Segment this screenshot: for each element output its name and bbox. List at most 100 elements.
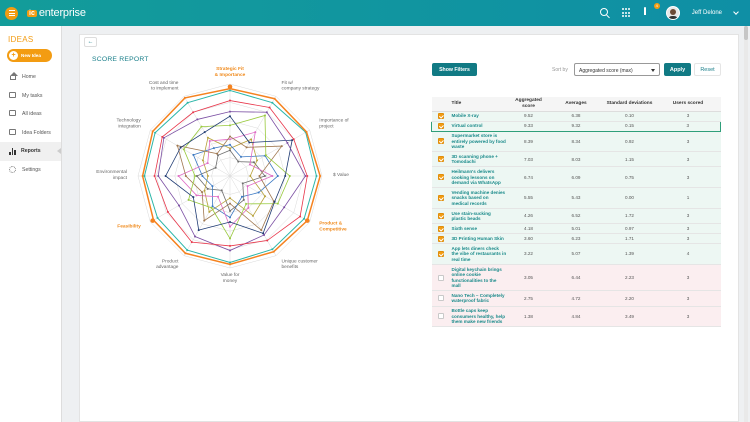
radar-point bbox=[241, 182, 244, 185]
back-button[interactable]: ← bbox=[84, 37, 97, 47]
table-row[interactable]: 3D Printing Human Skin 3.60 6.23 1.71 3 bbox=[431, 233, 721, 245]
title-cell[interactable]: Sixth sense bbox=[449, 223, 509, 235]
search-icon[interactable] bbox=[599, 8, 610, 18]
table-row[interactable]: Supermarket store is entirely powered by… bbox=[431, 131, 721, 153]
row-checkbox-cell[interactable] bbox=[431, 306, 450, 328]
title-cell[interactable]: Digital keychain brings online cookie fu… bbox=[449, 264, 509, 292]
avatar[interactable] bbox=[665, 6, 680, 20]
row-checkbox[interactable] bbox=[437, 113, 444, 119]
users-scored-cell: 3 bbox=[655, 306, 721, 328]
row-checkbox-cell[interactable] bbox=[431, 151, 450, 168]
title-cell[interactable]: Bottle caps keep consumers healthy, help… bbox=[449, 306, 509, 328]
show-filters-button[interactable]: Show Filters bbox=[432, 63, 477, 76]
row-checkbox[interactable] bbox=[437, 123, 444, 129]
row-checkbox[interactable] bbox=[437, 195, 444, 202]
row-checkbox-cell[interactable] bbox=[431, 208, 450, 225]
row-checkbox[interactable] bbox=[437, 138, 444, 145]
average-cell: 6.23 bbox=[548, 233, 604, 245]
row-checkbox-cell[interactable] bbox=[431, 290, 450, 307]
radar-point bbox=[276, 202, 279, 205]
axis-label: Product advantage bbox=[156, 258, 179, 270]
radar-point bbox=[206, 162, 209, 165]
row-checkbox[interactable] bbox=[437, 274, 444, 281]
radar-point bbox=[264, 154, 267, 157]
axis-spoke bbox=[229, 129, 310, 177]
chevron-down-icon[interactable] bbox=[733, 9, 739, 15]
users-scored-cell: 3 bbox=[655, 151, 721, 168]
title-cell[interactable]: Vending machine denies snacks based on m… bbox=[449, 187, 509, 210]
table-row[interactable]: Mobile X-ray 9.52 6.38 0.10 3 bbox=[431, 111, 721, 122]
sidebar-item-settings[interactable]: Settings bbox=[0, 161, 61, 180]
row-checkbox[interactable] bbox=[437, 251, 444, 258]
table-row[interactable]: Nano Tech – Completely waterproof fabric… bbox=[431, 290, 721, 307]
row-checkbox-cell[interactable] bbox=[431, 111, 450, 122]
sidebar-item-all-ideas[interactable]: All ideas bbox=[0, 105, 61, 124]
row-checkbox-cell[interactable] bbox=[431, 120, 450, 132]
table-row[interactable]: Digital keychain brings online cookie fu… bbox=[431, 264, 721, 292]
table-row[interactable]: App lets diners check the vibe of restau… bbox=[431, 243, 721, 265]
column-header-aggregated-score[interactable]: Aggregated score bbox=[508, 97, 549, 112]
sidebar-item-my-tasks[interactable]: My tasks bbox=[0, 87, 61, 106]
title-cell[interactable]: 3D Printing Human Skin bbox=[449, 233, 509, 245]
row-checkbox-cell[interactable] bbox=[431, 131, 450, 153]
sort-select[interactable]: Aggregated score (max) bbox=[574, 63, 660, 76]
radar-point bbox=[153, 175, 156, 177]
user-name[interactable]: Jeff Delone bbox=[691, 10, 722, 16]
row-checkbox-cell[interactable] bbox=[431, 223, 450, 235]
table-row[interactable]: Heilmann's delivers cooking lessons on d… bbox=[431, 166, 721, 189]
title-cell[interactable]: Mobile X-ray bbox=[449, 111, 509, 122]
row-checkbox[interactable] bbox=[437, 156, 444, 163]
radar-point bbox=[248, 163, 251, 166]
apps-grid-icon[interactable] bbox=[621, 8, 632, 18]
sidebar-item-idea-folders[interactable]: Idea Folders bbox=[0, 124, 61, 143]
column-header-users-scored[interactable]: Users scored bbox=[655, 97, 721, 112]
title-cell[interactable]: 3D scanning phone + Tomodachi bbox=[449, 151, 509, 168]
row-checkbox-cell[interactable] bbox=[431, 243, 450, 265]
title-cell[interactable]: Heilmann's delivers cooking lessons on d… bbox=[449, 166, 509, 189]
sidebar-item-home[interactable]: Home bbox=[0, 68, 61, 87]
table-row[interactable]: 3D scanning phone + Tomodachi 7.03 8.03 1.1… bbox=[431, 151, 721, 168]
new-idea-button[interactable]: + New Idea bbox=[7, 49, 52, 62]
table-row[interactable]: Vending machine denies snacks based on m… bbox=[431, 187, 721, 210]
row-checkbox-cell[interactable] bbox=[431, 264, 450, 292]
row-checkbox-cell[interactable] bbox=[431, 187, 450, 210]
reset-button[interactable]: Reset bbox=[694, 63, 721, 76]
title-cell[interactable]: App lets diners check the vibe of restau… bbox=[449, 243, 509, 265]
title-cell[interactable]: Nano Tech – Completely waterproof fabric bbox=[449, 290, 509, 307]
hamburger-menu-icon[interactable] bbox=[5, 6, 18, 20]
page-scrollbar[interactable] bbox=[744, 26, 748, 422]
radar-point bbox=[201, 159, 204, 162]
column-header-title[interactable]: Title bbox=[449, 97, 509, 112]
apply-button[interactable]: Apply bbox=[664, 63, 691, 76]
row-checkbox-cell[interactable] bbox=[431, 166, 450, 189]
axis-label: Environmental impact bbox=[96, 169, 127, 181]
row-checkbox[interactable] bbox=[437, 295, 444, 302]
column-header-averages[interactable]: Averages bbox=[548, 97, 604, 112]
table-row[interactable]: Virtual control 9.33 9.32 0.15 3 bbox=[431, 120, 721, 132]
top-bar: ic enterprise 4 Jeff Delone bbox=[0, 0, 750, 26]
row-checkbox-cell[interactable] bbox=[431, 233, 450, 245]
radar-point bbox=[229, 124, 231, 127]
row-checkbox[interactable] bbox=[437, 225, 444, 232]
row-checkbox[interactable] bbox=[437, 235, 444, 242]
column-header-standard-deviations[interactable]: Standard deviations bbox=[603, 97, 656, 112]
new-idea-label: New Idea bbox=[21, 53, 41, 58]
app-logo[interactable]: ic enterprise bbox=[27, 7, 86, 19]
radar-point bbox=[266, 239, 269, 242]
row-checkbox[interactable] bbox=[437, 174, 444, 181]
table-row[interactable]: Sixth sense 4.18 5.01 0.97 3 bbox=[431, 223, 721, 235]
row-checkbox[interactable] bbox=[437, 313, 444, 320]
row-checkbox[interactable] bbox=[437, 213, 444, 220]
radar-point bbox=[229, 110, 231, 113]
radar-point bbox=[143, 175, 146, 177]
logo-mark: ic bbox=[27, 9, 37, 17]
title-cell[interactable]: Use stain-sucking plastic beads bbox=[449, 208, 509, 225]
title-cell[interactable]: Supermarket store is entirely powered by… bbox=[449, 131, 509, 153]
table-row[interactable]: Use stain-sucking plastic beads 4.26 6.52 1… bbox=[431, 208, 721, 225]
title-cell[interactable]: Virtual control bbox=[449, 120, 509, 132]
radar-point bbox=[206, 175, 209, 177]
table-row[interactable]: Bottle caps keep consumers healthy, help… bbox=[431, 306, 721, 328]
sidebar-item-reports[interactable]: Reports bbox=[0, 142, 61, 161]
notifications-bell-icon[interactable]: 4 bbox=[643, 3, 660, 18]
radar-point bbox=[229, 249, 231, 252]
